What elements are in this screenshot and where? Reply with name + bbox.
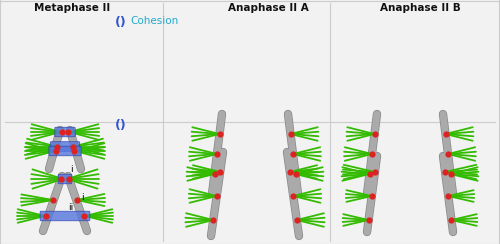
FancyBboxPatch shape bbox=[55, 127, 75, 137]
Text: ii: ii bbox=[68, 203, 73, 213]
Text: i: i bbox=[81, 193, 84, 203]
Text: i: i bbox=[70, 164, 72, 173]
Text: Metaphase II: Metaphase II bbox=[34, 3, 110, 13]
Text: Anaphase II A: Anaphase II A bbox=[228, 3, 308, 13]
Text: (): () bbox=[115, 16, 127, 29]
Text: (): () bbox=[115, 119, 127, 132]
FancyBboxPatch shape bbox=[49, 146, 81, 156]
Text: Anaphase II B: Anaphase II B bbox=[380, 3, 460, 13]
FancyBboxPatch shape bbox=[40, 211, 90, 221]
Text: Cohesion: Cohesion bbox=[130, 16, 178, 26]
FancyBboxPatch shape bbox=[50, 142, 80, 151]
FancyBboxPatch shape bbox=[58, 174, 72, 184]
